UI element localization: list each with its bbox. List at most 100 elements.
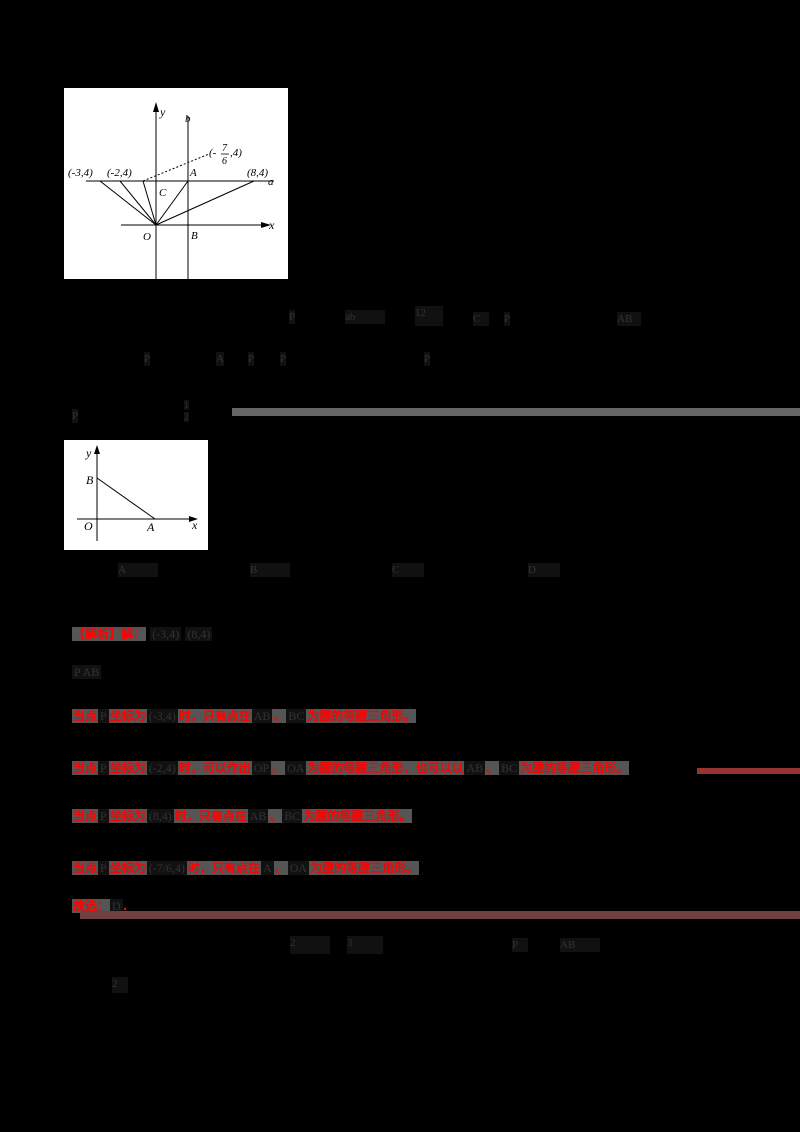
answer-case-3: 当点 P 坐标为 (8,4) 时，只有点在 AB、 BC 为腰的等腰三角形。 <box>72 808 413 824</box>
math-fragment: AB <box>251 709 273 723</box>
point-C-label: C <box>159 187 167 199</box>
text-fragment: P <box>424 352 431 366</box>
y-axis-label: y <box>85 446 92 460</box>
x-axis-label: x <box>268 218 275 232</box>
point-B-label: B <box>86 473 94 487</box>
math-fragment: P <box>98 709 109 723</box>
point-A-label: A <box>189 167 197 179</box>
figure-2-svg: y x B O A <box>77 445 198 541</box>
math-fragment: P AB <box>72 665 102 679</box>
case-text: 为腰的等腰三角形。 <box>519 761 630 775</box>
figure-coordinate-lines: y x b a A B C O (-3,4) (-2,4) (- 7 6 ,4)… <box>64 88 288 279</box>
text-fragment: C <box>473 312 489 326</box>
text-fragment: 2 <box>112 977 128 993</box>
text-fragment: AB <box>560 938 600 952</box>
figure-triangle-axes: y x B O A <box>64 440 208 550</box>
case-text: 坐标为 <box>108 761 147 775</box>
point-neg2-4-label: (-2,4) <box>107 167 132 179</box>
underline-bar <box>80 911 800 919</box>
math-fragment: (8,4) <box>146 809 174 823</box>
origin-O-label: O <box>143 231 151 243</box>
case-text: 当点 <box>72 761 99 775</box>
option-d[interactable]: D <box>528 563 560 577</box>
option-b[interactable]: B <box>250 563 290 577</box>
text-fragment: ab <box>345 310 385 324</box>
figure-1-svg: y x b a A B C O (-3,4) (-2,4) (- 7 6 ,4)… <box>68 102 275 279</box>
math-fragment: (-3,4) <box>146 709 178 723</box>
text-fragment: 2 <box>184 412 189 422</box>
text-fragment: 1 <box>184 400 189 410</box>
case-text: 坐标为 <box>108 809 147 823</box>
answer-case-1: 当点 P 坐标为 (-3,4) 时，只有点在 AB、 BC 为腰的等腰三角形。 <box>72 708 417 724</box>
origin-O-label: O <box>84 519 93 533</box>
case-text: 为腰的等腰三角形。 <box>309 861 420 875</box>
answer-header: 【解析】解： (-3,4) (8,4) <box>72 626 213 642</box>
math-fragment: AB <box>247 809 269 823</box>
point-8-4-label: (8,4) <box>247 167 268 179</box>
math-fragment: P <box>98 809 109 823</box>
math-fragment: P <box>98 861 109 875</box>
text-fragment: 2 <box>290 936 330 954</box>
answer-case-4: 当点 P 坐标为 (-7/6,4) 时，只有点在 A、 OA 为腰的等腰三角形。 <box>72 860 420 876</box>
text-fragment: P <box>289 310 296 324</box>
answer-conclusion: 故选： D. <box>72 899 128 913</box>
text-fragment: 12 <box>415 306 443 326</box>
text-fragment: P <box>512 938 528 952</box>
math-fragment: OP <box>251 761 272 775</box>
math-fragment: (8,4) <box>185 627 213 641</box>
text-fragment: AB <box>617 312 641 326</box>
math-fragment: (-7/6,4) <box>146 861 188 875</box>
answer-choice: D <box>110 899 123 913</box>
option-a[interactable]: A <box>118 563 158 577</box>
math-fragment: (-2,4) <box>146 761 178 775</box>
point-B-label: B <box>191 230 198 242</box>
case-text: 、 <box>268 809 283 823</box>
point-A-label: A <box>146 520 155 534</box>
text-fragment: P <box>72 409 79 423</box>
text-fragment: A <box>216 352 224 366</box>
case-text: 时，只有点在 <box>187 861 262 875</box>
math-fragment: AB <box>464 761 486 775</box>
line-a-label: a <box>268 176 274 188</box>
underline-bar <box>232 408 800 416</box>
case-text: 时，只有点在 <box>173 809 248 823</box>
math-fragment: OA <box>287 861 310 875</box>
case-text: 时，可以作出 <box>177 761 252 775</box>
case-text: 时，只有点在 <box>177 709 252 723</box>
case-text: 、 <box>485 761 500 775</box>
point-neg7-6-prefix: (- <box>209 147 217 159</box>
fraction-denominator: 6 <box>222 156 227 167</box>
y-axis-label: y <box>159 105 166 119</box>
answer-header-label: 【解析】解： <box>72 627 147 641</box>
case-text: 当点 <box>72 709 99 723</box>
text-fragment: P <box>280 352 287 366</box>
text-fragment: 3 <box>347 936 383 954</box>
math-fragment: BC <box>282 809 303 823</box>
math-fragment: OA <box>285 761 307 775</box>
case-text: 当点 <box>72 809 99 823</box>
case-text: 坐标为 <box>108 861 147 875</box>
text-fragment: P <box>144 352 151 366</box>
math-fragment: P <box>98 761 109 775</box>
case-text: 为腰的等腰三角形。 <box>306 709 417 723</box>
math-fragment: (-3,4) <box>150 627 182 641</box>
case-text: 为腰的等腰三角形，也可以以 <box>306 761 465 775</box>
text-fragment: P <box>504 312 511 326</box>
point-neg7-6-suffix: ,4) <box>230 147 242 159</box>
x-axis-label: x <box>191 518 198 532</box>
math-fragment: A <box>261 861 274 875</box>
line-b-label: b <box>185 113 191 125</box>
fraction-numerator: 7 <box>222 143 228 154</box>
math-fragment: BC <box>499 761 520 775</box>
case-text: 、 <box>271 761 286 775</box>
underline-bar <box>697 768 800 774</box>
point-neg3-4-label: (-3,4) <box>68 167 93 179</box>
text-fragment: P <box>248 352 255 366</box>
answer-case-2: 当点 P 坐标为 (-2,4) 时，可以作出 OP、 OA 为腰的等腰三角形，也可以以 AB、 B… <box>72 760 630 776</box>
case-text: 、 <box>272 709 287 723</box>
answer-intro: P AB <box>72 664 102 680</box>
conclusion-label: 故选： <box>72 899 111 913</box>
option-c[interactable]: C <box>392 563 424 577</box>
case-text: 为腰的等腰三角形。 <box>302 809 413 823</box>
case-text: 坐标为 <box>108 709 147 723</box>
